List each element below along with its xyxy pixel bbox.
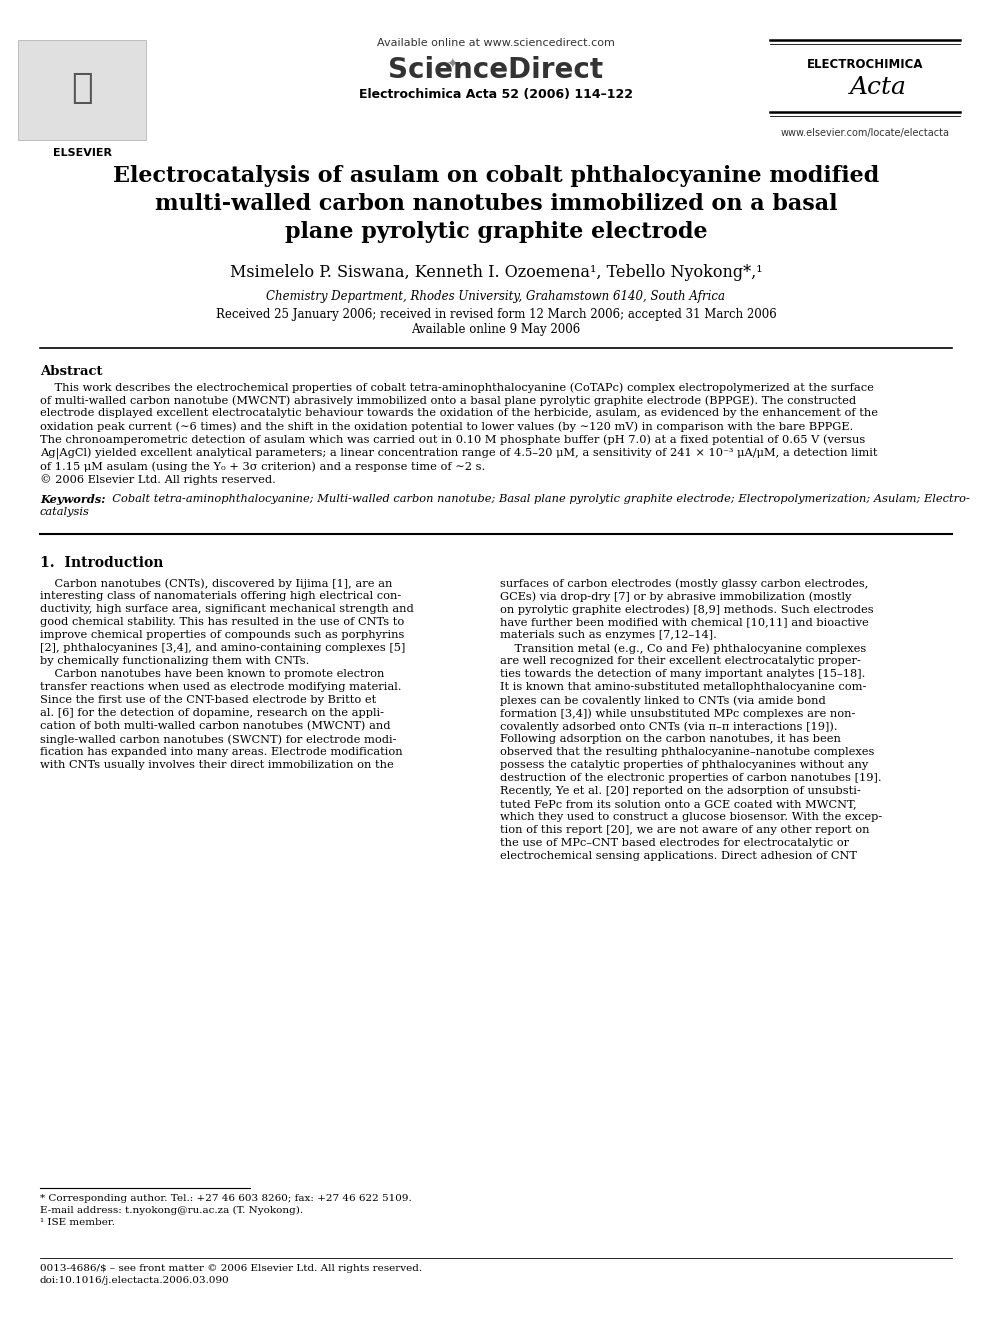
Text: oxidation peak current (∼6 times) and the shift in the oxidation potential to lo: oxidation peak current (∼6 times) and th… <box>40 422 853 433</box>
Text: © 2006 Elsevier Ltd. All rights reserved.: © 2006 Elsevier Ltd. All rights reserved… <box>40 475 276 486</box>
Text: E-mail address: t.nyokong@ru.ac.za (T. Nyokong).: E-mail address: t.nyokong@ru.ac.za (T. N… <box>40 1207 304 1215</box>
Text: tuted FePc from its solution onto a GCE coated with MWCNT,: tuted FePc from its solution onto a GCE … <box>500 799 857 808</box>
Text: doi:10.1016/j.electacta.2006.03.090: doi:10.1016/j.electacta.2006.03.090 <box>40 1275 230 1285</box>
Text: are well recognized for their excellent electrocatalytic proper-: are well recognized for their excellent … <box>500 656 861 665</box>
Text: Transition metal (e.g., Co and Fe) phthalocyanine complexes: Transition metal (e.g., Co and Fe) phtha… <box>500 643 866 654</box>
Text: ELECTROCHIMICA: ELECTROCHIMICA <box>806 58 924 71</box>
Text: Since the first use of the CNT-based electrode by Britto et: Since the first use of the CNT-based ele… <box>40 695 376 705</box>
Text: The chronoamperometric detection of asulam which was carried out in 0.10 M phosp: The chronoamperometric detection of asul… <box>40 435 865 446</box>
Text: ✦: ✦ <box>446 58 458 71</box>
Text: [2], phthalocyanines [3,4], and amino-containing complexes [5]: [2], phthalocyanines [3,4], and amino-co… <box>40 643 406 654</box>
Text: plexes can be covalently linked to CNTs (via amide bond: plexes can be covalently linked to CNTs … <box>500 695 825 705</box>
Text: improve chemical properties of compounds such as porphyrins: improve chemical properties of compounds… <box>40 630 405 640</box>
Text: observed that the resulting phthalocyanine–nanotube complexes: observed that the resulting phthalocyani… <box>500 747 874 757</box>
Text: GCEs) via drop-dry [7] or by abrasive immobilization (mostly: GCEs) via drop-dry [7] or by abrasive im… <box>500 591 851 602</box>
Text: have further been modified with chemical [10,11] and bioactive: have further been modified with chemical… <box>500 617 869 627</box>
Text: ¹ ISE member.: ¹ ISE member. <box>40 1218 115 1226</box>
Text: ductivity, high surface area, significant mechanical strength and: ductivity, high surface area, significan… <box>40 605 414 614</box>
Text: It is known that amino-substituted metallophthalocyanine com-: It is known that amino-substituted metal… <box>500 681 866 692</box>
Text: ScienceDirect: ScienceDirect <box>389 56 603 83</box>
Text: with CNTs usually involves their direct immobilization on the: with CNTs usually involves their direct … <box>40 759 394 770</box>
Text: destruction of the electronic properties of carbon nanotubes [19].: destruction of the electronic properties… <box>500 773 882 783</box>
Text: by chemically functionalizing them with CNTs.: by chemically functionalizing them with … <box>40 656 310 665</box>
Text: This work describes the electrochemical properties of cobalt tetra-aminophthaloc: This work describes the electrochemical … <box>40 382 874 393</box>
Text: on pyrolytic graphite electrodes) [8,9] methods. Such electrodes: on pyrolytic graphite electrodes) [8,9] … <box>500 605 874 615</box>
Text: Electrocatalysis of asulam on cobalt phthalocyanine modified: Electrocatalysis of asulam on cobalt pht… <box>113 165 879 187</box>
Text: catalysis: catalysis <box>40 507 90 517</box>
Text: plane pyrolytic graphite electrode: plane pyrolytic graphite electrode <box>285 221 707 243</box>
Text: al. [6] for the detection of dopamine, research on the appli-: al. [6] for the detection of dopamine, r… <box>40 708 384 718</box>
Text: Available online 9 May 2006: Available online 9 May 2006 <box>412 323 580 336</box>
Text: fication has expanded into many areas. Electrode modification: fication has expanded into many areas. E… <box>40 747 403 757</box>
Text: the use of MPc–CNT based electrodes for electrocatalytic or: the use of MPc–CNT based electrodes for … <box>500 837 849 848</box>
Text: 0013-4686/$ – see front matter © 2006 Elsevier Ltd. All rights reserved.: 0013-4686/$ – see front matter © 2006 El… <box>40 1263 423 1273</box>
Text: Chemistry Department, Rhodes University, Grahamstown 6140, South Africa: Chemistry Department, Rhodes University,… <box>267 290 725 303</box>
Text: Ag|AgCl) yielded excellent analytical parameters; a linear concentration range o: Ag|AgCl) yielded excellent analytical pa… <box>40 448 878 460</box>
Text: of 1.15 μM asulam (using the Y₀ + 3σ criterion) and a response time of ∼2 s.: of 1.15 μM asulam (using the Y₀ + 3σ cri… <box>40 462 485 472</box>
Text: 1.  Introduction: 1. Introduction <box>40 556 164 570</box>
Text: which they used to construct a glucose biosensor. With the excep-: which they used to construct a glucose b… <box>500 812 882 822</box>
Text: cation of both multi-walled carbon nanotubes (MWCNT) and: cation of both multi-walled carbon nanot… <box>40 721 391 732</box>
Text: Received 25 January 2006; received in revised form 12 March 2006; accepted 31 Ma: Received 25 January 2006; received in re… <box>215 308 777 321</box>
Text: Electrochimica Acta 52 (2006) 114–122: Electrochimica Acta 52 (2006) 114–122 <box>359 89 633 101</box>
Text: formation [3,4]) while unsubstituted MPc complexes are non-: formation [3,4]) while unsubstituted MPc… <box>500 708 855 718</box>
Text: covalently adsorbed onto CNTs (via π–π interactions [19]).: covalently adsorbed onto CNTs (via π–π i… <box>500 721 837 732</box>
Text: ties towards the detection of many important analytes [15–18].: ties towards the detection of many impor… <box>500 669 865 679</box>
Text: Recently, Ye et al. [20] reported on the adsorption of unsubsti-: Recently, Ye et al. [20] reported on the… <box>500 786 861 796</box>
FancyBboxPatch shape <box>18 40 146 140</box>
Text: surfaces of carbon electrodes (mostly glassy carbon electrodes,: surfaces of carbon electrodes (mostly gl… <box>500 578 868 589</box>
Text: Carbon nanotubes (CNTs), discovered by Iijima [1], are an: Carbon nanotubes (CNTs), discovered by I… <box>40 578 393 589</box>
Text: of multi-walled carbon nanotube (MWCNT) abrasively immobilized onto a basal plan: of multi-walled carbon nanotube (MWCNT) … <box>40 396 856 406</box>
Text: www.elsevier.com/locate/electacta: www.elsevier.com/locate/electacta <box>781 128 949 138</box>
Text: Cobalt tetra-aminophthalocyanine; Multi-walled carbon nanotube; Basal plane pyro: Cobalt tetra-aminophthalocyanine; Multi-… <box>105 493 970 504</box>
Text: Carbon nanotubes have been known to promote electron: Carbon nanotubes have been known to prom… <box>40 669 384 679</box>
Text: materials such as enzymes [7,12–14].: materials such as enzymes [7,12–14]. <box>500 630 717 640</box>
Text: Following adsorption on the carbon nanotubes, it has been: Following adsorption on the carbon nanot… <box>500 734 841 744</box>
Text: electrochemical sensing applications. Direct adhesion of CNT: electrochemical sensing applications. Di… <box>500 851 857 861</box>
Text: electrode displayed excellent electrocatalytic behaviour towards the oxidation o: electrode displayed excellent electrocat… <box>40 409 878 418</box>
Text: interesting class of nanomaterials offering high electrical con-: interesting class of nanomaterials offer… <box>40 591 401 601</box>
Text: Available online at www.sciencedirect.com: Available online at www.sciencedirect.co… <box>377 38 615 48</box>
Text: Acta: Acta <box>849 75 907 99</box>
Text: Abstract: Abstract <box>40 365 102 378</box>
Text: single-walled carbon nanotubes (SWCNT) for electrode modi-: single-walled carbon nanotubes (SWCNT) f… <box>40 734 397 745</box>
Text: transfer reactions when used as electrode modifying material.: transfer reactions when used as electrod… <box>40 681 402 692</box>
Text: possess the catalytic properties of phthalocyanines without any: possess the catalytic properties of phth… <box>500 759 868 770</box>
Text: good chemical stability. This has resulted in the use of CNTs to: good chemical stability. This has result… <box>40 617 405 627</box>
Text: * Corresponding author. Tel.: +27 46 603 8260; fax: +27 46 622 5109.: * Corresponding author. Tel.: +27 46 603… <box>40 1193 412 1203</box>
Text: tion of this report [20], we are not aware of any other report on: tion of this report [20], we are not awa… <box>500 826 870 835</box>
Text: ELSEVIER: ELSEVIER <box>53 148 111 157</box>
Text: Msimelelo P. Siswana, Kenneth I. Ozoemena¹, Tebello Nyokong*,¹: Msimelelo P. Siswana, Kenneth I. Ozoemen… <box>230 265 762 280</box>
Text: Keywords:: Keywords: <box>40 493 105 504</box>
Text: multi-walled carbon nanotubes immobilized on a basal: multi-walled carbon nanotubes immobilize… <box>155 193 837 216</box>
Text: 🦅: 🦅 <box>71 71 93 105</box>
